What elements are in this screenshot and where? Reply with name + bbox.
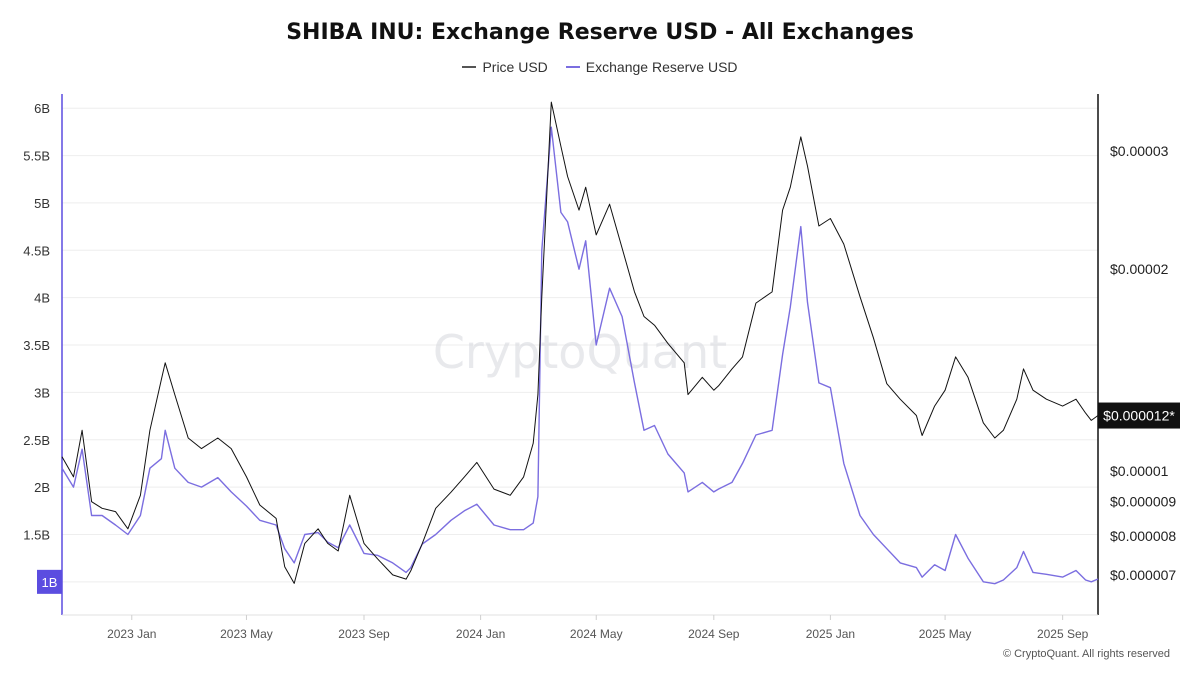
watermark: CryptoQuant bbox=[433, 325, 727, 379]
series-group bbox=[61, 101, 1099, 585]
left-tick-label: 5B bbox=[34, 196, 50, 211]
left-tick-label: 4.5B bbox=[23, 243, 50, 258]
chart-legend: Price USD Exchange Reserve USD bbox=[0, 59, 1200, 75]
chart-title: SHIBA INU: Exchange Reserve USD - All Ex… bbox=[286, 20, 914, 45]
current-price-label: $0.000012* bbox=[1103, 408, 1175, 424]
right-tick-label: $0.00003 bbox=[1110, 143, 1169, 159]
x-tick-label: 2024 Sep bbox=[688, 627, 740, 641]
x-tick-label: 2024 Jan bbox=[456, 627, 505, 641]
copyright-text: © CryptoQuant. All rights reserved bbox=[1002, 648, 1170, 660]
x-tick-label: 2024 May bbox=[570, 627, 623, 641]
left-axis: 1.5B 2B 2.5B 3B 3.5B 4B 4.5B 5B 5.5B 6B bbox=[23, 94, 63, 615]
x-tick-label: 2023 Sep bbox=[338, 627, 390, 641]
legend-swatch-price bbox=[462, 66, 477, 68]
x-tick-label: 2025 Jan bbox=[806, 627, 855, 641]
x-tick-label: 2023 May bbox=[220, 627, 273, 641]
left-tick-label: 2.5B bbox=[23, 433, 50, 448]
x-tick-label: 2025 Sep bbox=[1037, 627, 1089, 641]
right-tick-label: $0.000009 bbox=[1110, 494, 1176, 510]
current-reserve-marker bbox=[37, 569, 62, 594]
current-price-marker bbox=[1098, 402, 1180, 429]
left-tick-label: 6B bbox=[34, 101, 50, 116]
current-markers: 1B $0.000012* bbox=[37, 402, 1180, 594]
x-tick-label: 2023 Jan bbox=[107, 627, 156, 641]
x-tick-label: 2025 May bbox=[919, 627, 972, 641]
legend-label-price: Price USD bbox=[482, 59, 548, 75]
right-axis: $0.000007 $0.000008 $0.000009 $0.00001 $0.00… bbox=[1097, 94, 1176, 615]
series-line-exchange-reserve bbox=[61, 126, 1099, 585]
right-tick-label: $0.000007 bbox=[1110, 567, 1176, 583]
left-tick-label: 3.5B bbox=[23, 338, 50, 353]
x-axis: 2023 Jan 2023 May 2023 Sep 2024 Jan 2024 May… bbox=[62, 614, 1098, 641]
gridlines bbox=[62, 107, 1098, 583]
left-tick-label: 2B bbox=[34, 480, 50, 495]
right-tick-label: $0.00001 bbox=[1110, 463, 1169, 479]
left-tick-label: 1.5B bbox=[23, 527, 50, 542]
right-tick-label: $0.00002 bbox=[1110, 261, 1169, 277]
series-line-price bbox=[61, 101, 1099, 584]
left-tick-label: 4B bbox=[34, 291, 50, 306]
legend-swatch-reserve bbox=[565, 66, 580, 68]
left-tick-label: 5.5B bbox=[23, 149, 50, 164]
left-tick-label: 3B bbox=[34, 385, 50, 400]
right-tick-label: $0.000008 bbox=[1110, 528, 1176, 544]
legend-item-reserve[interactable]: Exchange Reserve USD bbox=[565, 59, 738, 75]
legend-label-reserve: Exchange Reserve USD bbox=[585, 59, 738, 75]
current-reserve-label: 1B bbox=[42, 575, 58, 590]
legend-item-price[interactable]: Price USD bbox=[462, 59, 548, 75]
